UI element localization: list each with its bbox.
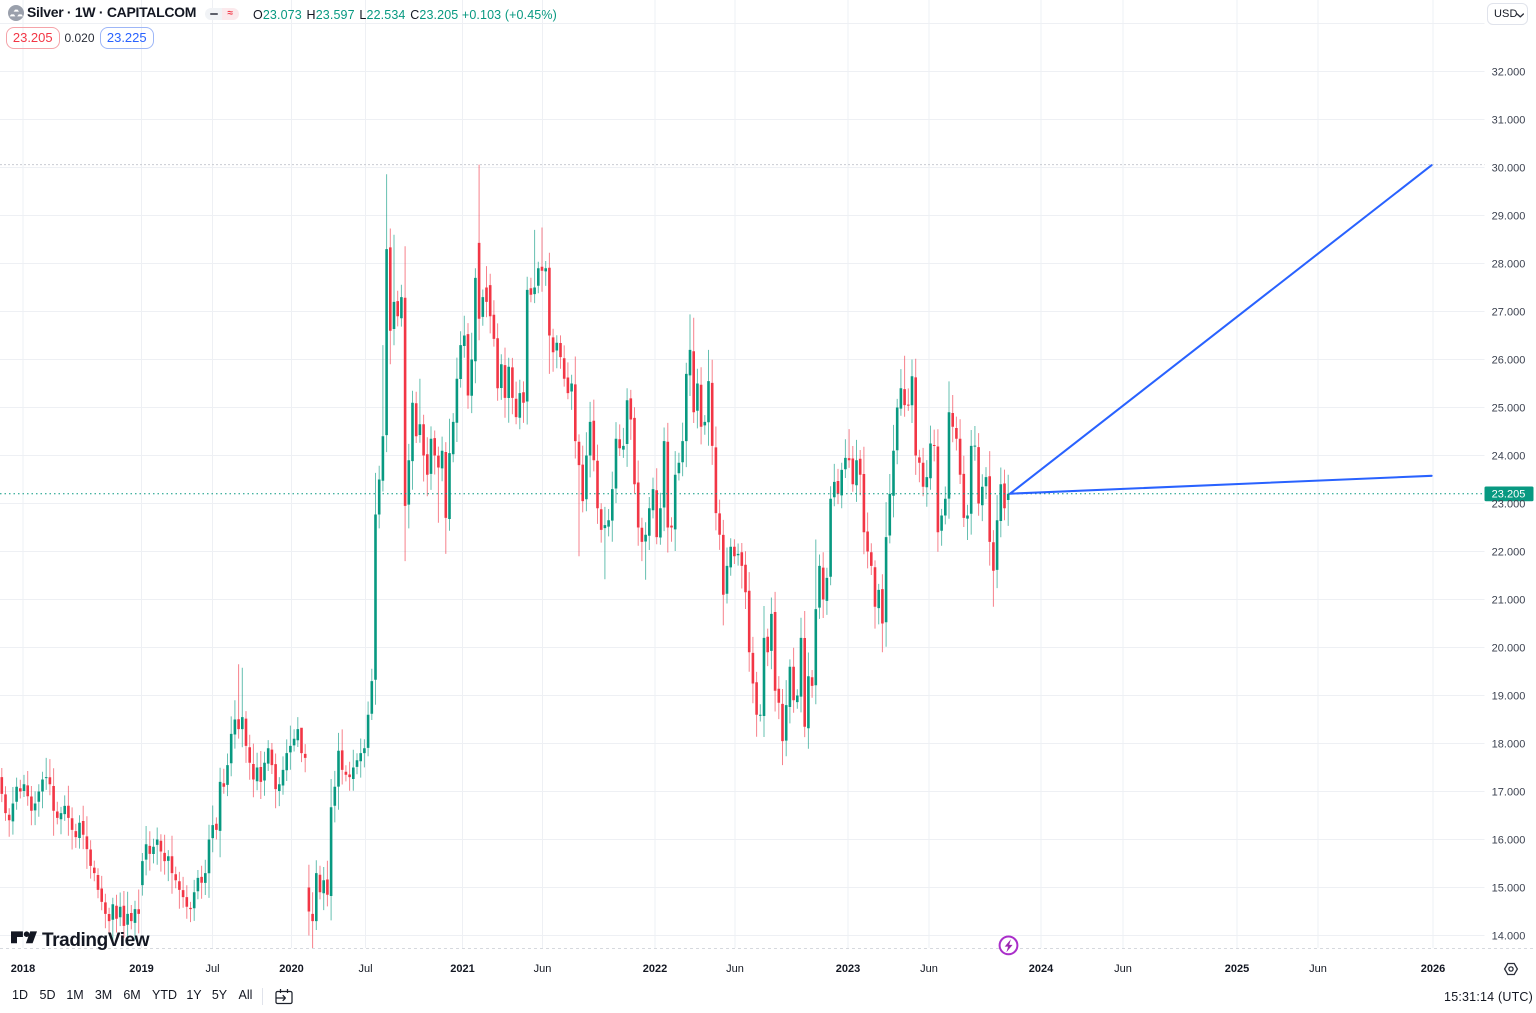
svg-text:23.000: 23.000 [1492, 498, 1526, 510]
svg-text:27.000: 27.000 [1492, 306, 1526, 318]
svg-text:2024: 2024 [1029, 963, 1054, 975]
svg-text:14.000: 14.000 [1492, 930, 1526, 942]
svg-text:Jul: Jul [205, 963, 219, 975]
svg-text:Jun: Jun [1114, 963, 1132, 975]
svg-text:29.000: 29.000 [1492, 210, 1526, 222]
svg-text:32.000: 32.000 [1492, 66, 1526, 78]
svg-text:16.000: 16.000 [1492, 834, 1526, 846]
svg-text:22.000: 22.000 [1492, 546, 1526, 558]
svg-text:15.000: 15.000 [1492, 882, 1526, 894]
svg-text:23.205: 23.205 [1492, 489, 1526, 501]
svg-text:31.000: 31.000 [1492, 114, 1526, 126]
svg-text:30.000: 30.000 [1492, 162, 1526, 174]
svg-text:Jun: Jun [920, 963, 938, 975]
svg-text:17.000: 17.000 [1492, 786, 1526, 798]
svg-text:21.000: 21.000 [1492, 594, 1526, 606]
svg-text:19.000: 19.000 [1492, 690, 1526, 702]
svg-text:2026: 2026 [1421, 963, 1445, 975]
svg-text:2025: 2025 [1225, 963, 1249, 975]
svg-text:Jun: Jun [726, 963, 744, 975]
svg-text:26.000: 26.000 [1492, 354, 1526, 366]
svg-text:TradingView: TradingView [42, 930, 150, 951]
svg-text:2020: 2020 [279, 963, 303, 975]
svg-text:Jun: Jun [1309, 963, 1327, 975]
svg-text:28.000: 28.000 [1492, 258, 1526, 270]
svg-text:2019: 2019 [129, 963, 153, 975]
svg-text:2022: 2022 [643, 963, 667, 975]
svg-text:Jul: Jul [358, 963, 372, 975]
svg-text:25.000: 25.000 [1492, 402, 1526, 414]
svg-text:2018: 2018 [11, 963, 35, 975]
svg-text:2023: 2023 [836, 963, 860, 975]
svg-text:20.000: 20.000 [1492, 642, 1526, 654]
svg-text:24.000: 24.000 [1492, 450, 1526, 462]
svg-text:Jun: Jun [534, 963, 552, 975]
svg-text:18.000: 18.000 [1492, 738, 1526, 750]
svg-text:2021: 2021 [450, 963, 474, 975]
